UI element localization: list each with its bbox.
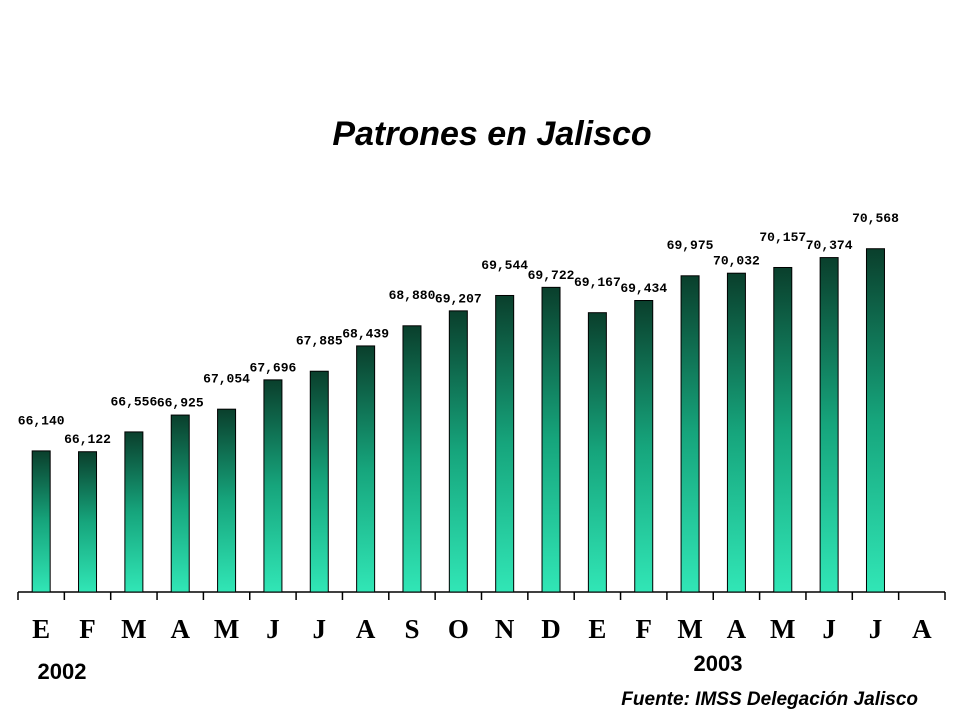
value-label: 69,975 <box>667 238 714 253</box>
x-tick-label: D <box>541 614 561 644</box>
chart-title: Patrones en Jalisco <box>332 115 651 153</box>
value-label: 70,374 <box>806 238 853 253</box>
value-label: 69,722 <box>528 268 575 283</box>
x-tick-label: M <box>121 614 146 644</box>
bar <box>170 414 190 593</box>
x-tick-label: E <box>32 614 50 644</box>
value-label: 66,122 <box>64 432 111 447</box>
bar <box>773 266 793 593</box>
value-label: 67,054 <box>203 372 250 387</box>
bar <box>819 257 839 593</box>
value-label: 70,157 <box>759 230 806 245</box>
bar <box>587 312 607 593</box>
value-label: 69,167 <box>574 275 621 290</box>
source-note: Fuente: IMSS Delegación Jalisco <box>621 689 918 710</box>
x-tick-label: J <box>266 614 280 644</box>
x-tick-label: E <box>588 614 606 644</box>
bar <box>124 431 144 593</box>
bar <box>78 451 98 593</box>
x-tick-label: F <box>635 614 652 644</box>
value-label: 70,568 <box>852 211 899 226</box>
x-tick-label: M <box>770 614 795 644</box>
value-label: 66,925 <box>157 396 204 411</box>
year-label: 2002 <box>38 659 87 684</box>
x-tick-label: A <box>356 614 376 644</box>
bar <box>309 370 329 593</box>
x-tick-label: F <box>79 614 96 644</box>
bar <box>634 300 654 593</box>
x-tick-label: M <box>677 614 702 644</box>
value-label: 67,885 <box>296 334 343 349</box>
bar <box>356 345 376 593</box>
bar <box>31 450 51 593</box>
value-label: 66,140 <box>18 413 65 428</box>
value-label: 68,880 <box>389 288 436 303</box>
value-label: 66,556 <box>110 394 157 409</box>
bar <box>263 379 283 593</box>
bar <box>726 272 746 593</box>
x-tick-label: J <box>313 614 327 644</box>
x-tick-label: J <box>822 614 836 644</box>
x-tick-label: N <box>495 614 515 644</box>
value-label: 67,696 <box>250 360 297 375</box>
year-label: 2003 <box>694 651 743 676</box>
bar <box>865 248 885 593</box>
x-tick-label: O <box>448 614 469 644</box>
bar <box>495 294 515 593</box>
value-label: 69,207 <box>435 291 482 306</box>
bar <box>402 325 422 593</box>
bar <box>217 408 237 593</box>
bar <box>541 286 561 593</box>
value-label: 69,544 <box>481 258 528 273</box>
x-tick-label: A <box>912 614 932 644</box>
value-label: 68,439 <box>342 326 389 341</box>
bar <box>448 310 468 593</box>
x-tick-label: S <box>404 614 419 644</box>
x-tick-label: M <box>214 614 239 644</box>
value-label: 69,434 <box>620 281 667 296</box>
x-tick-label: A <box>170 614 190 644</box>
x-tick-label: J <box>869 614 883 644</box>
x-tick-label: A <box>727 614 747 644</box>
value-label: 70,032 <box>713 254 760 269</box>
bar <box>680 275 700 593</box>
